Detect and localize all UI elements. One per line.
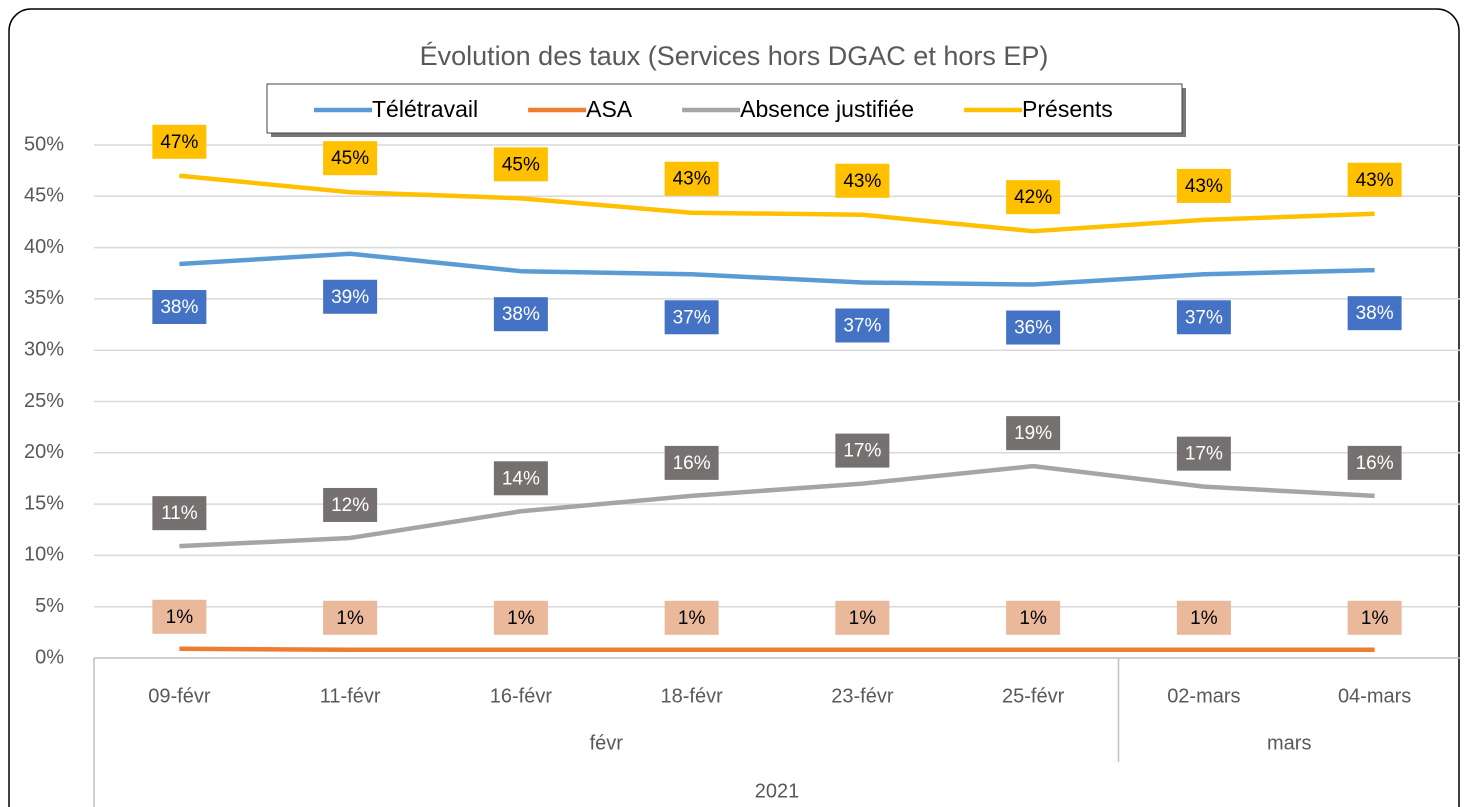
data-label: 1% — [336, 608, 364, 629]
data-label: 1% — [1019, 608, 1047, 629]
x-tick-label: 02-mars — [1167, 685, 1240, 707]
y-tick-label: 40% — [24, 236, 64, 258]
data-label: 11% — [161, 503, 198, 524]
data-label-box — [835, 163, 890, 198]
data-label: 12% — [331, 495, 369, 516]
month-label: mars — [1267, 732, 1311, 754]
data-label-box — [152, 124, 207, 159]
data-label-box — [1176, 168, 1231, 203]
y-tick-label: 25% — [24, 390, 64, 412]
data-label-box — [1347, 296, 1402, 331]
data-label-box — [493, 147, 548, 182]
x-tick-label: 23-févr — [831, 685, 894, 707]
data-label-box — [152, 290, 207, 325]
data-label-box — [493, 600, 548, 635]
data-label: 43% — [843, 171, 881, 192]
data-label-box — [1176, 436, 1231, 471]
y-tick-label: 50% — [24, 133, 64, 155]
data-label-box — [1006, 600, 1061, 635]
y-tick-label: 0% — [35, 646, 64, 668]
y-tick-label: 15% — [24, 492, 64, 514]
data-label-box — [493, 297, 548, 332]
data-label: 17% — [843, 441, 881, 462]
data-label: 38% — [1356, 303, 1394, 324]
data-label: 45% — [331, 148, 369, 169]
legend-label: Télétravail — [372, 96, 478, 122]
x-tick-label: 16-févr — [490, 685, 553, 707]
x-tick-label: 09-févr — [148, 685, 211, 707]
y-tick-label: 45% — [24, 185, 64, 207]
data-label: 38% — [502, 304, 540, 325]
y-tick-label: 10% — [24, 544, 64, 566]
data-label-box — [835, 308, 890, 343]
data-label: 38% — [160, 297, 198, 318]
data-label-box — [664, 161, 719, 196]
data-label: 43% — [1185, 176, 1223, 197]
x-tick-label: 11-févr — [320, 685, 381, 707]
x-tick-label: 04-mars — [1338, 685, 1411, 707]
x-tick-label: 18-févr — [661, 685, 724, 707]
data-label-box — [1347, 600, 1402, 635]
y-tick-label: 20% — [24, 441, 64, 463]
data-label-box — [1347, 445, 1402, 480]
data-label-box — [835, 433, 890, 468]
data-label-box — [664, 300, 719, 335]
series-line — [179, 463, 1375, 549]
data-label: 1% — [678, 608, 706, 629]
legend-label: Absence justifiée — [740, 96, 914, 122]
data-label-box — [1176, 300, 1231, 335]
chart-title: Évolution des taux (Services hors DGAC e… — [420, 41, 1049, 71]
data-label: 16% — [673, 453, 711, 474]
data-label: 37% — [673, 307, 711, 328]
data-label: 1% — [849, 608, 877, 629]
series-line — [179, 646, 1375, 653]
month-label: févr — [590, 732, 624, 754]
y-tick-label: 5% — [35, 595, 64, 617]
data-label: 14% — [502, 468, 540, 489]
data-label-box — [1347, 162, 1402, 197]
series-line — [179, 251, 1375, 287]
data-label: 43% — [1356, 170, 1394, 191]
series-line — [179, 173, 1375, 234]
data-label: 42% — [1014, 187, 1052, 208]
data-label: 36% — [1014, 318, 1052, 339]
y-tick-label: 35% — [24, 287, 64, 309]
data-label: 16% — [1356, 453, 1394, 474]
data-label-box — [835, 600, 890, 635]
data-label: 1% — [1361, 608, 1389, 629]
legend-label: Présents — [1022, 96, 1113, 122]
data-label-box — [1006, 310, 1061, 345]
data-label-box — [493, 461, 548, 496]
data-label: 37% — [1185, 307, 1223, 328]
data-label: 47% — [160, 132, 198, 153]
legend-label: ASA — [586, 96, 633, 122]
data-label-box — [664, 445, 719, 480]
data-label-box — [323, 600, 378, 635]
data-label: 43% — [673, 169, 711, 190]
data-label-box — [1176, 600, 1231, 635]
data-label: 1% — [507, 608, 535, 629]
data-label: 17% — [1185, 444, 1223, 465]
data-label: 1% — [166, 607, 194, 628]
data-label-box — [1006, 180, 1061, 215]
data-label-box — [152, 496, 207, 531]
data-label: 19% — [1014, 423, 1052, 444]
data-label-box — [1006, 416, 1061, 451]
year-label: 2021 — [755, 780, 800, 802]
data-label: 37% — [843, 315, 881, 336]
data-label-box — [152, 599, 207, 634]
data-label-box — [323, 279, 378, 314]
data-label-box — [323, 487, 378, 522]
x-tick-label: 25-févr — [1002, 685, 1065, 707]
data-label: 45% — [502, 154, 540, 175]
data-label-box — [664, 600, 719, 635]
data-label: 39% — [331, 287, 369, 308]
y-tick-label: 30% — [24, 338, 64, 360]
data-label: 1% — [1190, 608, 1218, 629]
data-label-box — [323, 141, 378, 176]
